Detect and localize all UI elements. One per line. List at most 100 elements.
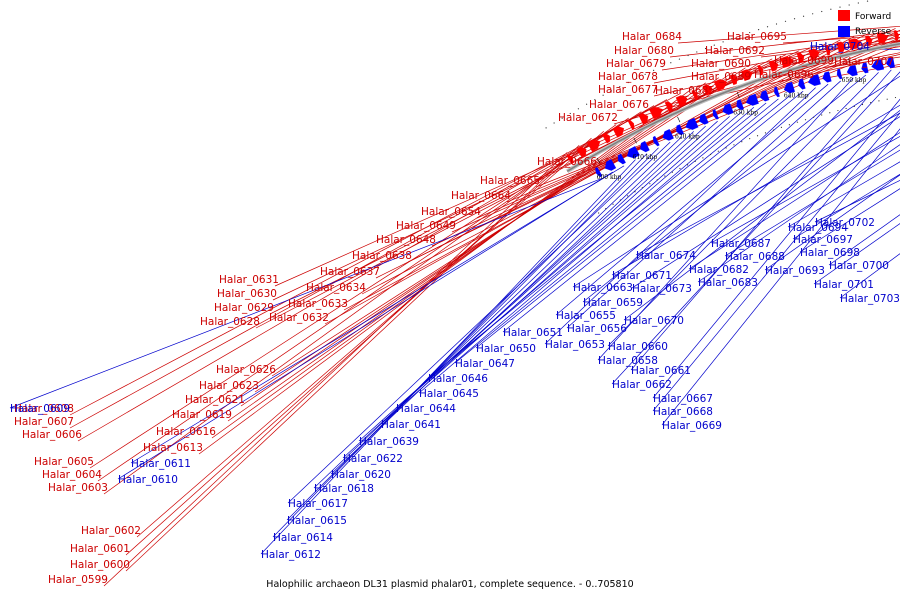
track-dot [610,90,613,92]
reverse-gene-label: Halar_0697 [793,234,853,246]
forward-gene-label: Halar_0689 [691,71,751,83]
forward-gene-arrow [638,113,649,125]
track-dot [812,13,814,15]
track-dot [733,144,735,146]
forward-gene-arrow [848,38,862,50]
reverse-gene-label: Halar_0645 [419,388,479,400]
track-dot [853,105,855,108]
forward-gene-label: Halar_0666 [537,156,597,168]
forward-gene-arrow [664,101,673,112]
track-dot [741,141,743,143]
reverse-gene-link [710,135,900,244]
reverse-gene-arrow [836,68,843,80]
reverse-gene-arrow [871,59,885,71]
track-dot [641,187,644,189]
track-dot [664,175,666,177]
reverse-gene-link [611,71,900,385]
tick-label: 600 kbp [597,174,622,181]
forward-gene-label: Halar_0634 [306,282,366,294]
track-dot [671,171,673,173]
reverse-gene-link [9,178,602,409]
track-dot [696,51,698,53]
track-dot [796,121,799,123]
track-dot [612,203,614,205]
reverse-gene-link [813,223,900,285]
track-dot [717,150,719,152]
reverse-gene-label: Halar_0662 [612,379,672,391]
reverse-gene-label: Halar_0641 [381,419,441,431]
forward-gene-label: Halar_0707 [834,56,894,68]
track-dot [837,109,839,112]
forward-gene-link [69,99,668,429]
reverse-gene-label: Halar_0670 [624,315,684,327]
reverse-gene-arrow [861,62,869,74]
reverse-gene-label: Halar_0682 [689,264,749,276]
track-dot [634,191,636,193]
reverse-gene-label: Halar_0687 [711,238,771,250]
forward-gene-label: Halar_0692 [705,45,765,57]
track-dot [594,99,596,101]
reverse-gene-link [380,116,730,425]
reverse-gene-arrow [652,135,660,147]
reverse-gene-link [544,87,816,345]
forward-gene-link [69,93,680,416]
reverse-gene-label: Halar_0660 [608,341,668,353]
reverse-gene-label: Halar_0639 [359,436,419,448]
track-dot [687,54,689,57]
reverse-gene-link [287,141,671,504]
reverse-gene-arrow [736,99,744,111]
reverse-gene-label: Halar_0671 [612,270,672,282]
track-dot [845,107,847,110]
track-dot [653,69,655,72]
forward-gene-link [677,25,900,44]
tick-mark [633,137,637,144]
track-dot [784,20,787,22]
reverse-gene-label: Halar_0674 [636,250,696,262]
forward-gene-label: Halar_0695 [727,31,787,43]
legend-reverse-swatch [838,26,850,37]
track-dot [740,34,742,37]
track-dot [619,86,621,88]
backbone-arc-line [566,43,900,172]
track-dot [619,199,621,201]
reverse-gene-arrow [885,57,895,69]
reverse-gene-link [260,159,636,555]
track-dot [766,26,769,28]
reverse-gene-link [475,94,791,349]
track-dot [713,44,715,46]
reverse-gene-arrow [685,117,699,130]
reverse-gene-link [572,75,900,288]
forward-gene-arrow [587,139,601,152]
tick-mark [848,58,851,65]
reverse-gene-arrow [699,113,709,125]
reverse-gene-label: Halar_0655 [556,310,616,322]
reverse-gene-label: Halar_0609 [10,403,70,415]
reverse-gene-label: Halar_0667 [653,393,713,405]
reverse-gene-link [454,98,779,364]
forward-gene-label: Halar_0600 [70,559,130,571]
reverse-gene-link [724,149,900,257]
forward-gene-arrow [757,64,764,76]
reverse-gene-arrow [846,64,858,77]
reverse-gene-label: Halar_0646 [428,373,488,385]
forward-gene-label: Halar_0676 [589,99,649,111]
reverse-gene-arrow [822,71,832,83]
forward-gene-label: Halar_0638 [352,250,412,262]
reverse-gene-label: Halar_0658 [598,355,658,367]
track-dot [866,0,869,2]
track-dot [788,124,791,126]
track-dot [605,207,607,210]
track-dot [839,6,841,8]
forward-gene-label: Halar_0637 [320,266,380,278]
forward-gene-arrow [741,69,753,82]
legend: Forward Reverse [838,10,892,37]
forward-gene-link [746,52,900,84]
reverse-gene-link [611,104,900,276]
track-dot [577,108,580,110]
reverse-gene-label: Halar_0650 [476,343,536,355]
forward-gene-link [760,40,900,58]
forward-gene-label: Halar_0664 [451,190,511,202]
forward-gene-arrow [713,79,728,92]
reverse-gene-label: Halar_0698 [800,247,860,259]
track-dot [725,147,727,149]
